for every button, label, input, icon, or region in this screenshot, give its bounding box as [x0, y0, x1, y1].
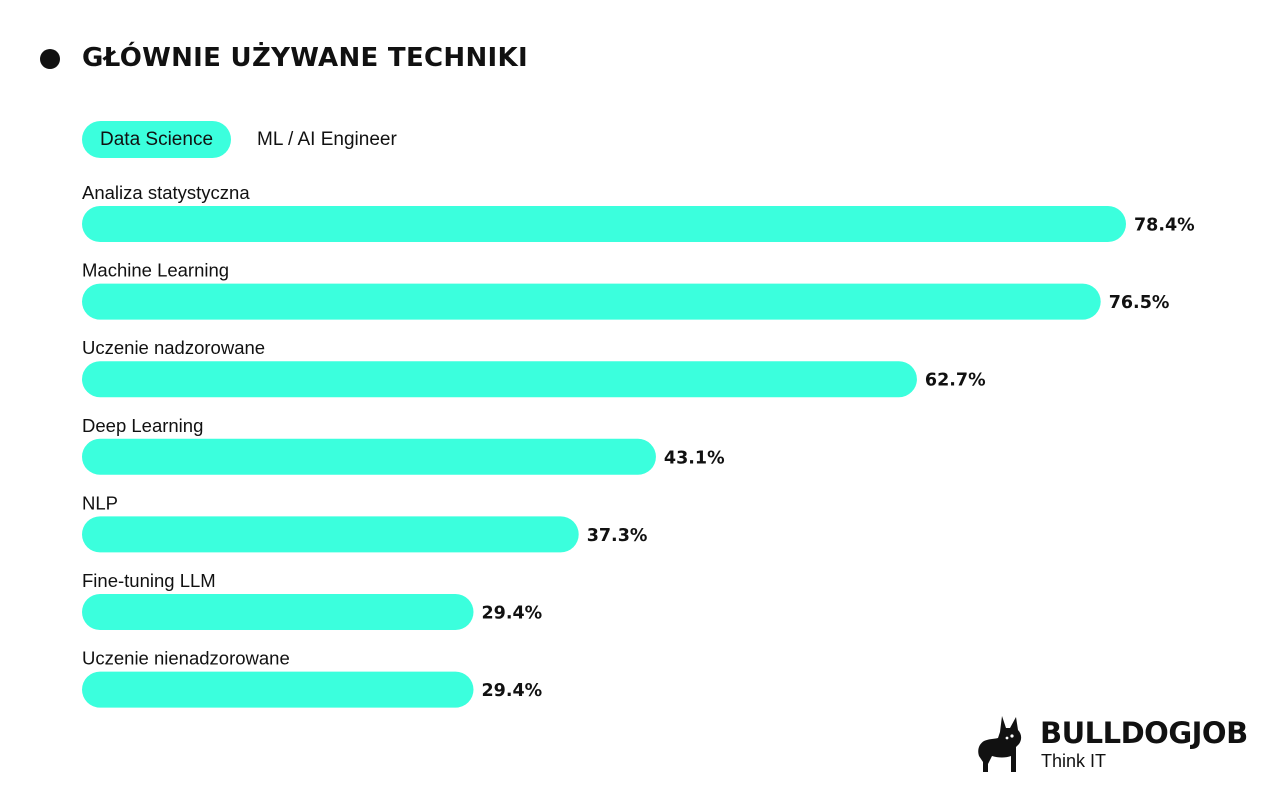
page-title: GŁÓWNIE UŻYWANE TECHNIKI — [82, 43, 528, 73]
tab-data-science[interactable]: Data Science — [82, 121, 232, 158]
bar — [82, 438, 656, 475]
bulldogjob-logo: BULLDOGJOB Think IT — [976, 712, 1266, 774]
category-label: Machine Learning — [82, 260, 229, 281]
category-label: Deep Learning — [82, 415, 203, 436]
logo-tagline: Think IT — [1041, 751, 1107, 771]
value-label: 29.4% — [482, 604, 543, 624]
bar — [82, 206, 1126, 242]
category-label: Uczenie nadzorowane — [82, 337, 265, 358]
value-label: 78.4% — [1134, 216, 1195, 236]
value-label: 29.4% — [482, 681, 543, 701]
bar — [82, 361, 917, 398]
tab-bar: Data Science ML / AI Engineer — [82, 121, 415, 158]
bar — [82, 516, 579, 553]
tab-ml-ai-engineer[interactable]: ML / AI Engineer — [257, 129, 397, 150]
value-label: 43.1% — [664, 448, 725, 468]
value-label: 62.7% — [925, 371, 986, 391]
logo-name: BULLDOGJOB — [1040, 716, 1248, 750]
category-label: Analiza statystyczna — [82, 182, 250, 203]
category-label: Fine-tuning LLM — [82, 570, 216, 591]
category-label: Uczenie nienadzorowane — [82, 648, 290, 669]
bar — [82, 283, 1101, 320]
title-bullet-dot — [40, 49, 60, 69]
bar — [82, 671, 474, 708]
category-label: NLP — [82, 492, 118, 513]
value-label: 76.5% — [1109, 293, 1170, 313]
value-label: 37.3% — [587, 526, 648, 546]
bar — [82, 594, 474, 630]
bulldog-icon — [978, 716, 1022, 772]
